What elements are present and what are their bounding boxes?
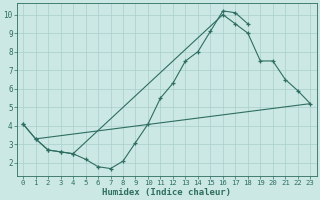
- X-axis label: Humidex (Indice chaleur): Humidex (Indice chaleur): [102, 188, 231, 197]
